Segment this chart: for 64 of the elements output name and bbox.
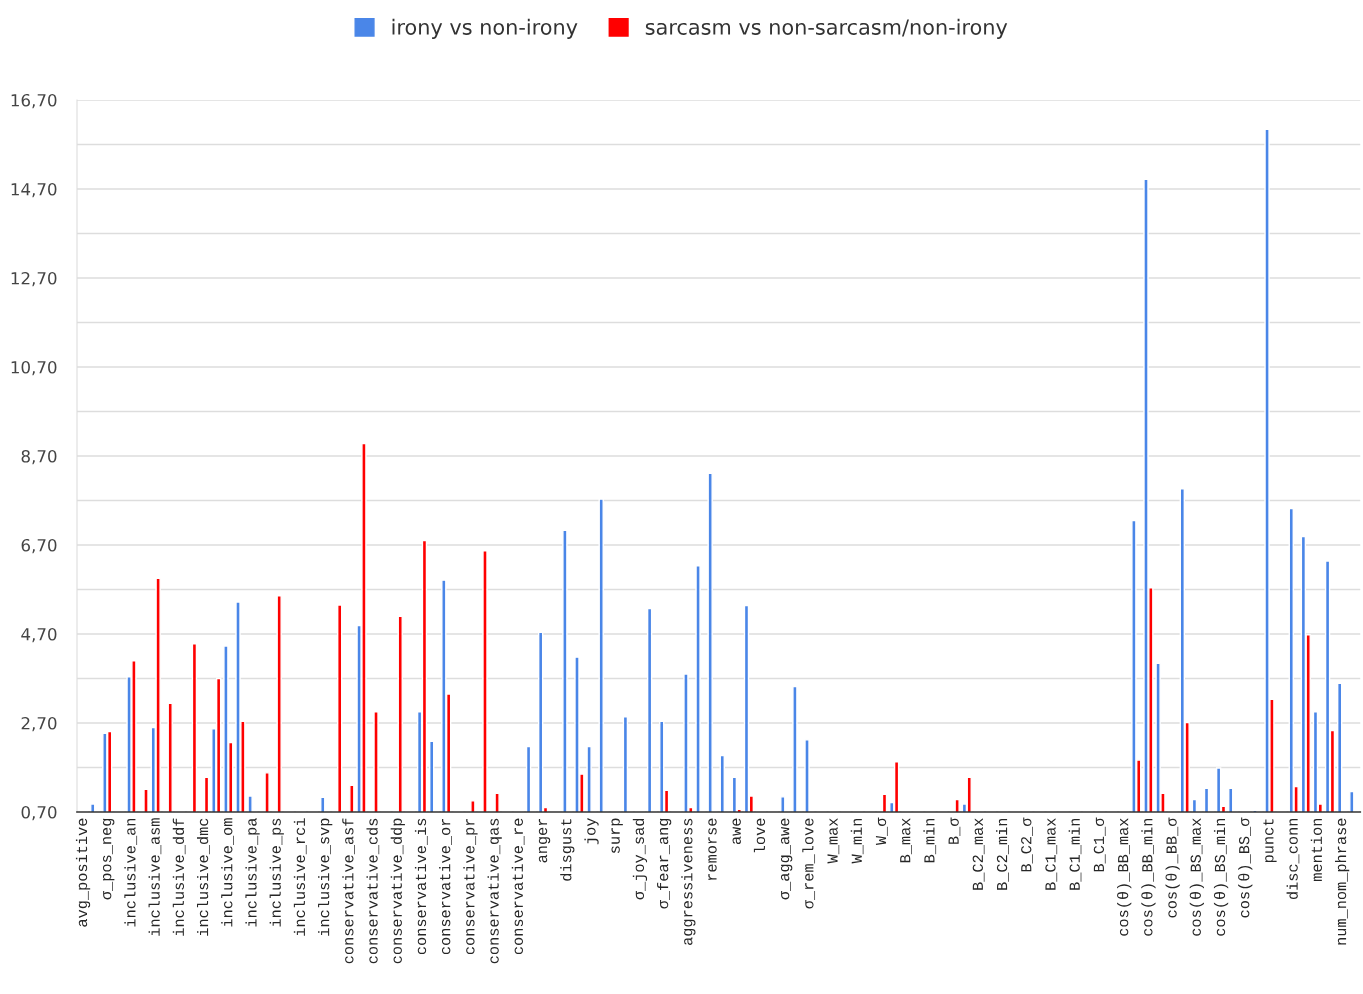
x-tick-label: inclusive_ddf: [172, 818, 186, 936]
y-tick-label: 2,70: [21, 716, 57, 732]
x-tick-label: cos(θ)_BS_σ: [1238, 817, 1253, 918]
x-tick-label: B_C2_max: [972, 818, 985, 890]
y-tick-label: 8,70: [21, 449, 57, 465]
x-tick-label: conservative_asf: [342, 818, 355, 964]
x-tick-label: joy: [584, 818, 599, 845]
x-tick-label: inclusive_an: [124, 818, 138, 927]
x-tick-label: conservative_re: [511, 818, 525, 955]
x-tick-label: σ_pos_neg: [102, 818, 115, 900]
y-tick-label: 6,70: [21, 538, 57, 554]
x-tick-label: B_σ: [948, 817, 961, 844]
y-tick-label: 10,70: [11, 360, 57, 376]
x-tick-label: inclusive_dmc: [197, 818, 210, 936]
x-tick-label: σ_joy_sad: [632, 818, 648, 900]
x-tick-label: conservative_or: [439, 818, 452, 955]
x-tick-label: B_C2_min: [996, 818, 1009, 890]
x-tick-label: conservative_cds: [366, 818, 380, 964]
x-tick-label: W_min: [850, 818, 864, 864]
x-tick-label: punct: [1263, 819, 1277, 863]
x-tick-label: anger: [538, 818, 551, 863]
x-tick-label: B_min: [923, 818, 937, 863]
x-tick-label: B_C1_min: [1068, 818, 1082, 890]
x-tick-label: remorse: [708, 818, 717, 880]
x-tick-label: aggressiveness: [681, 818, 696, 945]
x-tick-label: awe: [732, 818, 741, 845]
x-tick-label: conservative_is: [414, 818, 428, 955]
x-tick-label: cos(θ)_BB_max: [1117, 818, 1132, 936]
x-tick-label: B_C2_σ: [1021, 817, 1033, 872]
x-tick-label: W_max: [827, 818, 840, 864]
y-tick-label: 4,70: [21, 627, 57, 643]
y-tick-label: 14,70: [11, 182, 57, 198]
x-tick-label: conservative_pr: [463, 818, 478, 955]
x-tick-label: B_C1_max: [1045, 818, 1058, 890]
x-tick-label: disgust: [560, 819, 575, 881]
legend-label: irony vs non-irony: [392, 18, 578, 39]
x-tick-label: cos(θ)_BS_max: [1189, 818, 1204, 936]
x-tick-label: B_max: [900, 818, 912, 863]
x-tick-label: B_C1_σ: [1093, 817, 1106, 872]
x-tick-label: inclusive_rci: [293, 818, 307, 936]
x-tick-label: cos(θ)_BS_min: [1213, 818, 1229, 936]
x-tick-label: inclusive_ps: [269, 818, 284, 927]
x-tick-label: cos(θ)_BB_σ: [1165, 817, 1180, 918]
x-tick-label: σ_agg_awe: [780, 818, 793, 900]
x-tick-label: mention: [1310, 818, 1322, 881]
x-tick-label: conservative_ddp: [390, 818, 405, 964]
x-tick-label: conservative_qas: [487, 818, 502, 964]
x-tick-label: love: [753, 818, 766, 853]
legend-label: sarcasm vs non-sarcasm/non-irony: [645, 18, 1008, 39]
y-tick-label: 0,70: [21, 805, 57, 821]
x-tick-label: W_σ: [875, 817, 888, 846]
x-tick-label: inclusive_asm: [148, 818, 162, 936]
x-tick-label: surp: [611, 818, 623, 853]
x-tick-label: num_nom_phrase: [1334, 818, 1350, 945]
x-tick-label: inclusive_svp: [318, 818, 333, 936]
x-tick-label: disc_conn: [1286, 818, 1300, 900]
x-tick-label: σ_fear_ang: [657, 818, 672, 909]
x-tick-label: avg_positive: [75, 818, 91, 927]
x-tick-label: inclusive_om: [221, 818, 234, 927]
x-tick-label: σ_rem_love: [802, 818, 816, 909]
y-tick-label: 12,70: [11, 271, 57, 287]
x-tick-label: cos(θ)_BB_min: [1141, 818, 1156, 936]
y-tick-label: 16,70: [11, 93, 57, 109]
x-tick-label: inclusive_pa: [245, 818, 260, 927]
